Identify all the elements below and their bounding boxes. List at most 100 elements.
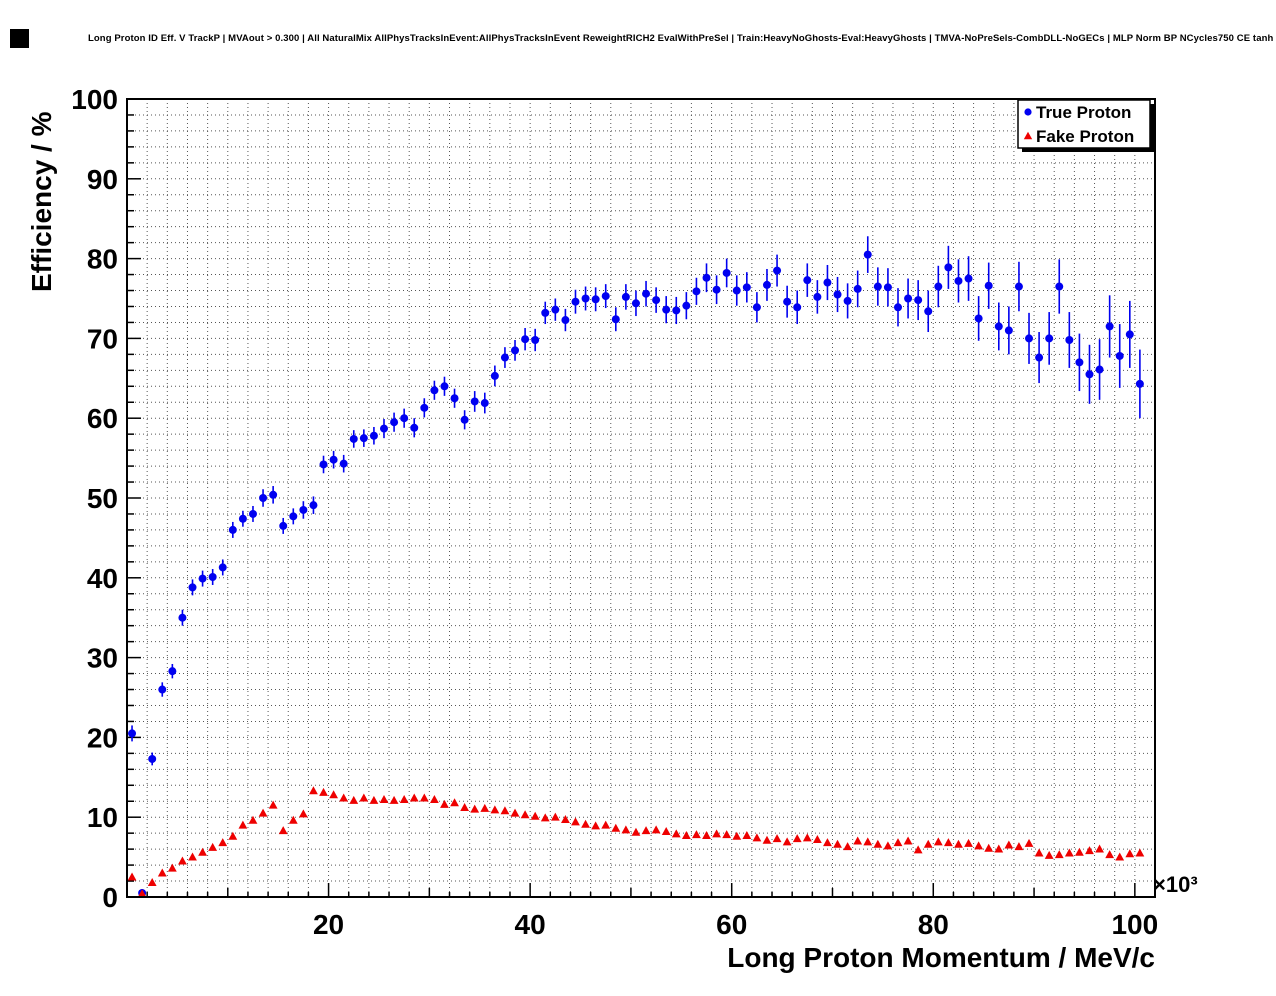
data-point-marker <box>218 563 227 572</box>
data-point-marker <box>1055 282 1064 291</box>
data-point-marker <box>793 303 802 312</box>
data-point-marker <box>400 414 409 423</box>
data-point-marker <box>732 831 742 840</box>
data-point-marker <box>1095 365 1104 374</box>
data-point-marker <box>984 843 994 852</box>
data-point-marker <box>380 424 388 433</box>
data-point-marker <box>571 297 580 306</box>
data-point-marker <box>410 423 419 432</box>
data-point-marker <box>168 667 177 676</box>
data-point-marker <box>893 838 903 847</box>
data-point-marker <box>409 793 419 802</box>
data-point-marker <box>1004 326 1013 335</box>
data-point-marker <box>1025 334 1034 343</box>
data-point-marker <box>1065 335 1074 344</box>
data-point-marker <box>853 836 863 845</box>
data-point-marker <box>228 831 238 840</box>
y-tick-label: 60 <box>87 403 118 434</box>
data-point-marker <box>299 505 308 514</box>
data-point-marker <box>571 817 580 826</box>
data-point-marker <box>238 514 247 523</box>
data-point-marker <box>530 811 540 820</box>
data-point-marker <box>309 786 318 795</box>
data-point-marker <box>1085 846 1094 855</box>
data-point-marker <box>1014 282 1023 291</box>
data-point-marker <box>500 353 509 362</box>
data-point-marker <box>551 305 560 314</box>
data-point-marker <box>702 830 711 839</box>
data-point-marker <box>450 798 459 807</box>
data-point-marker <box>823 278 832 287</box>
data-point-marker <box>762 280 771 289</box>
data-point-marker <box>964 274 973 283</box>
data-point-marker <box>894 303 902 312</box>
data-point-marker <box>349 434 358 443</box>
data-point-marker <box>974 314 983 323</box>
data-point-marker <box>298 809 308 818</box>
data-point-marker <box>702 273 711 282</box>
data-point-marker <box>259 494 268 502</box>
data-point-marker <box>349 795 359 804</box>
data-point-marker <box>994 322 1003 331</box>
series-fake-proton <box>127 786 1145 898</box>
y-tick-label: 0 <box>102 882 118 913</box>
data-point-marker <box>591 295 600 304</box>
data-point-marker <box>420 403 429 412</box>
data-point-marker <box>1115 852 1125 861</box>
data-point-marker <box>914 296 923 305</box>
legend-label-fake-proton: Fake Proton <box>1036 127 1134 146</box>
data-point-marker <box>1045 334 1054 343</box>
data-point-marker <box>1125 330 1134 339</box>
data-point-marker <box>692 830 701 839</box>
data-point-marker <box>803 276 812 285</box>
data-point-marker <box>823 838 832 847</box>
data-point-marker <box>863 250 872 259</box>
data-point-marker <box>833 839 842 848</box>
data-point-marker <box>520 810 530 819</box>
data-point-marker <box>722 268 731 277</box>
data-point-marker <box>550 812 560 821</box>
axis-tick-labels: 0 10 20 30 40 50 60 70 80 90 100 20 40 60 80 100 ×10³ <box>71 84 1197 940</box>
data-point-marker <box>178 856 187 865</box>
data-point-marker <box>490 805 500 814</box>
data-point-marker <box>1035 353 1044 362</box>
canvas-corner-box <box>10 29 29 48</box>
y-tick-label: 100 <box>71 84 118 115</box>
data-point-marker <box>601 292 610 301</box>
data-point-marker <box>863 837 873 846</box>
data-point-marker <box>359 793 369 802</box>
y-tick-label: 80 <box>87 244 118 275</box>
data-point-marker <box>309 501 318 510</box>
data-point-marker <box>611 823 621 832</box>
data-point-marker <box>772 834 782 843</box>
x-axis-title: Long Proton Momentum / MeV/c <box>727 942 1155 973</box>
data-point-marker <box>924 307 933 316</box>
legend-label-true-proton: True Proton <box>1036 103 1131 122</box>
data-point-marker <box>833 290 842 299</box>
true-proton-legend-marker-icon <box>1024 108 1032 116</box>
data-point-marker <box>853 284 862 293</box>
data-point-marker <box>681 830 691 839</box>
data-point-marker <box>1075 847 1084 856</box>
data-point-marker <box>289 512 298 521</box>
data-point-marker <box>450 394 459 403</box>
data-point-marker <box>1044 850 1054 859</box>
data-point-marker <box>278 826 288 835</box>
data-point-marker <box>873 282 882 291</box>
data-point-marker <box>984 281 993 290</box>
data-point-marker <box>1135 848 1145 857</box>
data-point-marker <box>1034 848 1044 857</box>
data-point-marker <box>248 509 257 518</box>
y-tick-label: 90 <box>87 164 118 195</box>
data-point-marker <box>621 825 631 834</box>
data-point-marker <box>913 845 923 854</box>
data-point-marker <box>742 283 751 292</box>
data-point-marker <box>994 844 1004 853</box>
data-point-marker <box>288 815 298 824</box>
data-point-marker <box>510 808 520 817</box>
x-tick-label: 60 <box>716 909 747 940</box>
data-point-marker <box>379 795 389 804</box>
data-point-marker <box>1085 370 1094 379</box>
